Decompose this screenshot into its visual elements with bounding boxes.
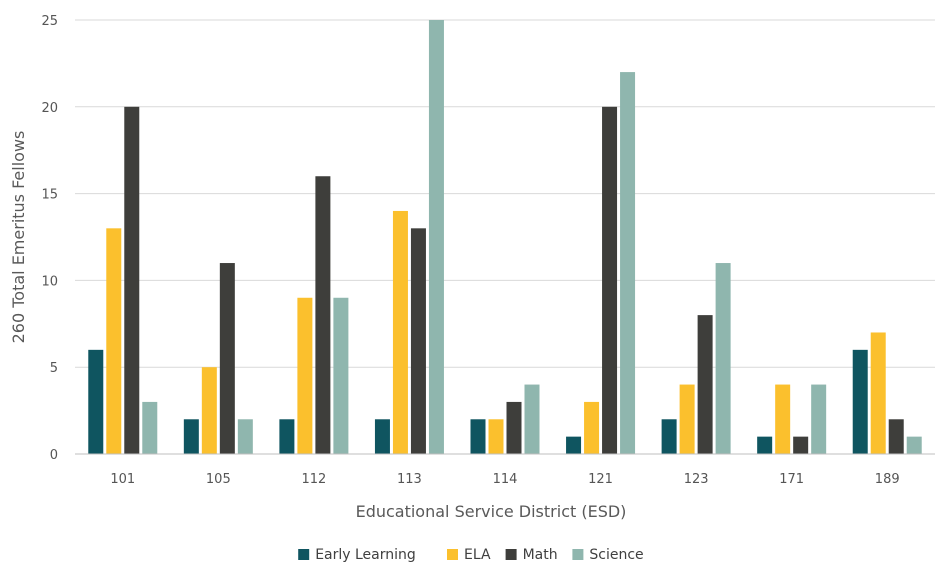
gridlines [75,19,935,368]
bar [297,297,313,454]
bar [506,401,522,454]
bar [374,419,390,454]
bar [237,419,253,454]
legend-label: ELA [464,547,491,563]
legend-label: Math [523,547,558,563]
bar [106,228,122,454]
x-tick-label: 101 [110,472,135,487]
x-axis-ticks: 101 105 112 113 114 121 123 171 189 [110,472,899,487]
x-tick-label: 121 [588,472,613,487]
legend-swatch [572,549,584,560]
y-tick-label: 0 [50,448,58,463]
bar [392,210,408,454]
bar [524,384,540,454]
x-tick-label: 114 [493,472,518,487]
legend-swatch [298,549,310,560]
legend-swatch [447,549,458,560]
bar [602,106,618,455]
bar [811,384,827,454]
bar [584,401,600,454]
bar [488,419,504,454]
bar [142,401,158,454]
x-tick-label: 171 [779,472,804,487]
x-tick-label: 105 [206,472,231,487]
bar [566,436,582,454]
legend-label: Science [589,547,643,563]
x-axis-title: Educational Service District (ESD) [356,502,627,521]
bar [906,436,922,454]
bar [888,419,904,454]
x-tick-label: 113 [397,472,422,487]
bar [428,20,444,454]
bar [620,72,636,454]
x-tick-label: 123 [684,472,709,487]
bar [715,263,731,454]
bar [410,228,426,454]
bar [219,263,235,454]
bar [124,106,140,455]
legend: Early Learning ELA Math Science [298,547,644,563]
y-axis-title: 260 Total Emeritus Fellows [9,131,28,344]
bar [88,349,104,454]
bar [697,315,713,454]
bar [852,349,868,454]
legend-swatch [505,549,517,560]
bar [315,176,331,455]
bar [757,436,773,454]
y-tick-label: 25 [41,14,58,29]
bar [679,384,695,454]
y-tick-label: 5 [50,361,58,376]
y-tick-label: 20 [41,101,58,116]
x-tick-label: 189 [875,472,900,487]
bar [279,419,295,454]
y-tick-label: 10 [41,274,58,289]
bar [793,436,809,454]
x-tick-label: 112 [301,472,326,487]
bars [88,20,922,455]
bar [661,419,677,454]
bar [201,367,217,454]
y-tick-label: 15 [41,188,58,203]
bar [183,419,199,454]
y-axis-ticks: 0 5 10 15 20 25 [41,14,58,463]
bar [870,332,886,454]
legend-label: Early Learning [315,547,416,563]
bar [470,419,486,454]
bar [775,384,791,454]
bar [333,297,349,454]
